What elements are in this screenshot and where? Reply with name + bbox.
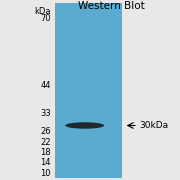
Text: Western Blot: Western Blot <box>78 1 145 11</box>
Text: 26: 26 <box>40 127 51 136</box>
Text: kDa: kDa <box>35 7 51 16</box>
Text: 70: 70 <box>40 14 51 23</box>
Text: 30kDa: 30kDa <box>140 121 169 130</box>
Ellipse shape <box>65 122 104 129</box>
Text: 18: 18 <box>40 148 51 157</box>
Text: 33: 33 <box>40 109 51 118</box>
Text: 10: 10 <box>40 168 51 177</box>
Text: 44: 44 <box>40 81 51 90</box>
Text: 22: 22 <box>40 138 51 147</box>
Bar <box>55 3 122 178</box>
Text: 14: 14 <box>40 158 51 167</box>
